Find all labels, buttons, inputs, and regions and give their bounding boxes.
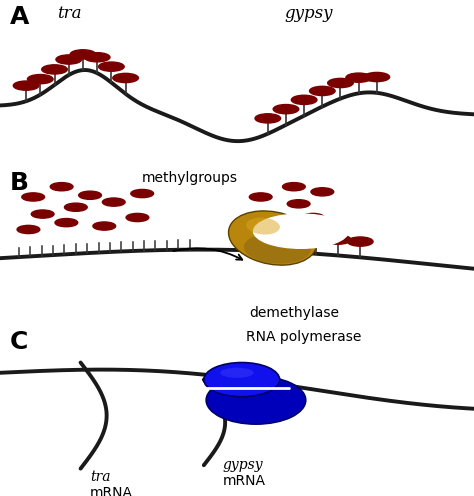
Circle shape	[27, 74, 53, 84]
Text: tra: tra	[90, 470, 110, 484]
Circle shape	[70, 50, 96, 59]
Text: mRNA: mRNA	[90, 486, 133, 496]
Ellipse shape	[246, 218, 280, 235]
Ellipse shape	[220, 368, 254, 378]
Ellipse shape	[204, 363, 280, 397]
Ellipse shape	[228, 211, 317, 265]
Circle shape	[301, 213, 324, 222]
Text: gypsy: gypsy	[284, 5, 333, 22]
Text: A: A	[9, 5, 29, 29]
Circle shape	[99, 62, 124, 71]
Circle shape	[254, 214, 348, 248]
Circle shape	[31, 210, 54, 218]
Circle shape	[126, 213, 149, 222]
Circle shape	[303, 233, 329, 243]
Circle shape	[281, 232, 307, 241]
Text: demethylase: demethylase	[249, 307, 339, 320]
Circle shape	[102, 198, 125, 206]
Ellipse shape	[244, 233, 311, 263]
Circle shape	[328, 78, 353, 88]
Text: B: B	[9, 171, 28, 195]
Circle shape	[84, 53, 110, 62]
Circle shape	[55, 219, 78, 227]
Circle shape	[42, 65, 67, 74]
Circle shape	[347, 237, 373, 246]
Circle shape	[79, 191, 101, 199]
Circle shape	[131, 189, 154, 197]
Circle shape	[283, 183, 305, 191]
Circle shape	[346, 73, 372, 82]
Text: methylgroups: methylgroups	[142, 171, 238, 186]
Circle shape	[22, 193, 45, 201]
Circle shape	[93, 222, 116, 230]
Circle shape	[292, 95, 317, 105]
Circle shape	[13, 81, 39, 90]
Text: gypsy: gypsy	[223, 458, 264, 472]
Text: tra: tra	[57, 5, 82, 22]
Circle shape	[113, 73, 138, 83]
Circle shape	[50, 183, 73, 191]
Text: RNA polymerase: RNA polymerase	[246, 330, 361, 344]
Circle shape	[311, 187, 334, 196]
Circle shape	[310, 86, 335, 96]
Circle shape	[17, 225, 40, 234]
Circle shape	[287, 200, 310, 208]
Ellipse shape	[206, 376, 306, 424]
Circle shape	[255, 114, 281, 123]
Circle shape	[273, 105, 299, 114]
Circle shape	[64, 203, 87, 211]
Circle shape	[325, 235, 351, 244]
Circle shape	[56, 55, 82, 64]
Circle shape	[249, 193, 272, 201]
Text: mRNA: mRNA	[223, 474, 266, 488]
Circle shape	[364, 72, 390, 82]
Text: C: C	[9, 330, 28, 354]
